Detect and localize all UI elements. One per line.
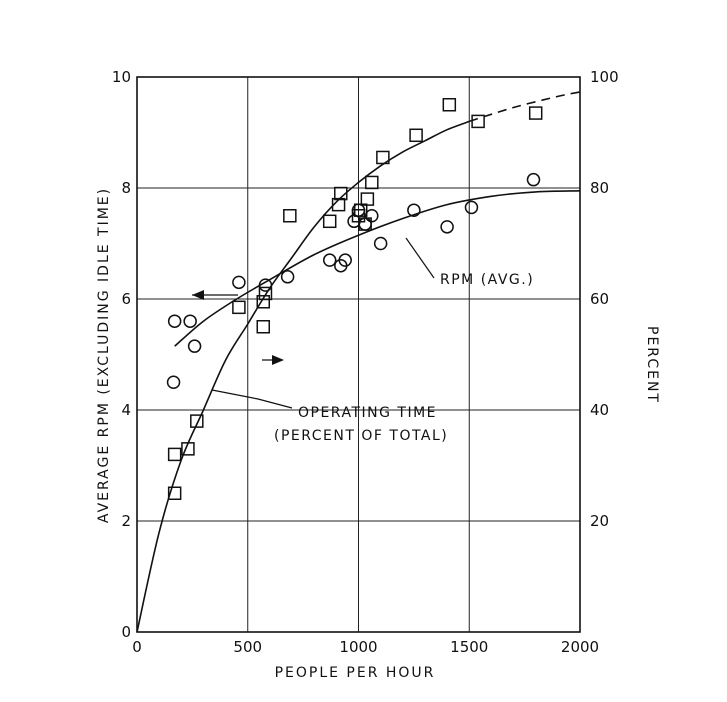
rpm-point: [232, 275, 246, 290]
left-y-tick-label: 6: [121, 290, 131, 308]
grid-lines: [137, 77, 580, 632]
x-axis-title: PEOPLE PER HOUR: [275, 665, 436, 681]
operating-time-annotation-line2: (PERCENT OF TOTAL): [274, 428, 448, 444]
right-y-tick-label: 80: [590, 179, 609, 197]
rpm-point: [373, 236, 388, 251]
operating-time-point: [365, 175, 379, 190]
operating-time-point: [256, 295, 271, 309]
x-tick-labels: 0 500 1000 1500 2000: [132, 638, 599, 656]
operating-time-point: [232, 300, 246, 315]
left-y-tick-label: 8: [121, 179, 131, 197]
operating-time-annotation-line1: OPERATING TIME: [298, 405, 437, 421]
left-y-axis-title: AVERAGE RPM (EXCLUDING IDLE TIME): [96, 187, 112, 523]
rpm-point: [280, 270, 295, 284]
x-tick-label: 1000: [339, 638, 377, 656]
operating-time-point: [528, 106, 543, 120]
operating-time-point: [190, 414, 204, 428]
operating-time-point: [334, 186, 348, 201]
rpm-fit-curve: [174, 190, 581, 347]
operating-time-point: [471, 114, 485, 129]
operating-time-point: [409, 128, 423, 143]
rpm-point: [407, 203, 421, 217]
rpm-point: [464, 200, 479, 215]
operating-time-point: [283, 209, 297, 223]
right-y-tick-label: 60: [590, 290, 609, 308]
operating-time-leader-line: [211, 389, 293, 409]
right-y-tick-label: 20: [590, 512, 609, 530]
right-y-axis-title: PERCENT: [644, 326, 660, 404]
operating-time-fit-curve: [136, 120, 470, 633]
operating-time-point: [181, 442, 195, 456]
arrow-right-head: [272, 355, 284, 365]
rpm-point: [183, 314, 197, 328]
left-y-tick-label: 0: [121, 623, 131, 641]
left-y-tick-label: 10: [112, 68, 131, 86]
operating-time-point: [358, 217, 372, 231]
operating-time-point: [442, 98, 457, 112]
rpm-point: [187, 339, 202, 353]
rpm-point: [166, 375, 181, 389]
right-y-tick-labels: 20 40 60 80 100: [590, 68, 619, 530]
operating-time-point: [360, 192, 375, 206]
left-y-tick-label: 4: [121, 401, 131, 419]
rpm-point: [167, 314, 182, 328]
data-markers: [166, 98, 543, 500]
operating-time-extrapolation-curve: [469, 91, 581, 123]
x-tick-label: 2000: [561, 638, 599, 656]
operating-time-point: [167, 486, 182, 500]
rpm-leader-line: [405, 237, 435, 279]
rpm-point: [440, 220, 454, 234]
operating-time-point: [258, 286, 273, 301]
operating-time-point: [331, 197, 346, 212]
plot-frame: [136, 76, 581, 633]
left-y-tick-labels: 0 2 4 6 8 10: [112, 68, 131, 641]
x-tick-label: 500: [233, 638, 262, 656]
right-y-tick-label: 40: [590, 401, 609, 419]
rpm-point: [258, 278, 273, 292]
rpm-point: [322, 253, 337, 267]
arrow-left-head: [192, 290, 204, 300]
operating-time-point: [376, 150, 390, 165]
left-y-tick-label: 2: [121, 512, 131, 530]
annotation-pointers: [192, 237, 435, 409]
operating-time-point: [256, 320, 271, 334]
rpm-point: [526, 172, 541, 187]
operating-time-point: [167, 447, 182, 462]
operating-time-point: [322, 214, 337, 229]
x-tick-label: 0: [132, 638, 142, 656]
right-y-tick-label: 100: [590, 68, 619, 86]
x-tick-label: 1500: [450, 638, 488, 656]
rpm-annotation: RPM (AVG.): [440, 272, 534, 288]
rpm-point: [338, 253, 352, 267]
